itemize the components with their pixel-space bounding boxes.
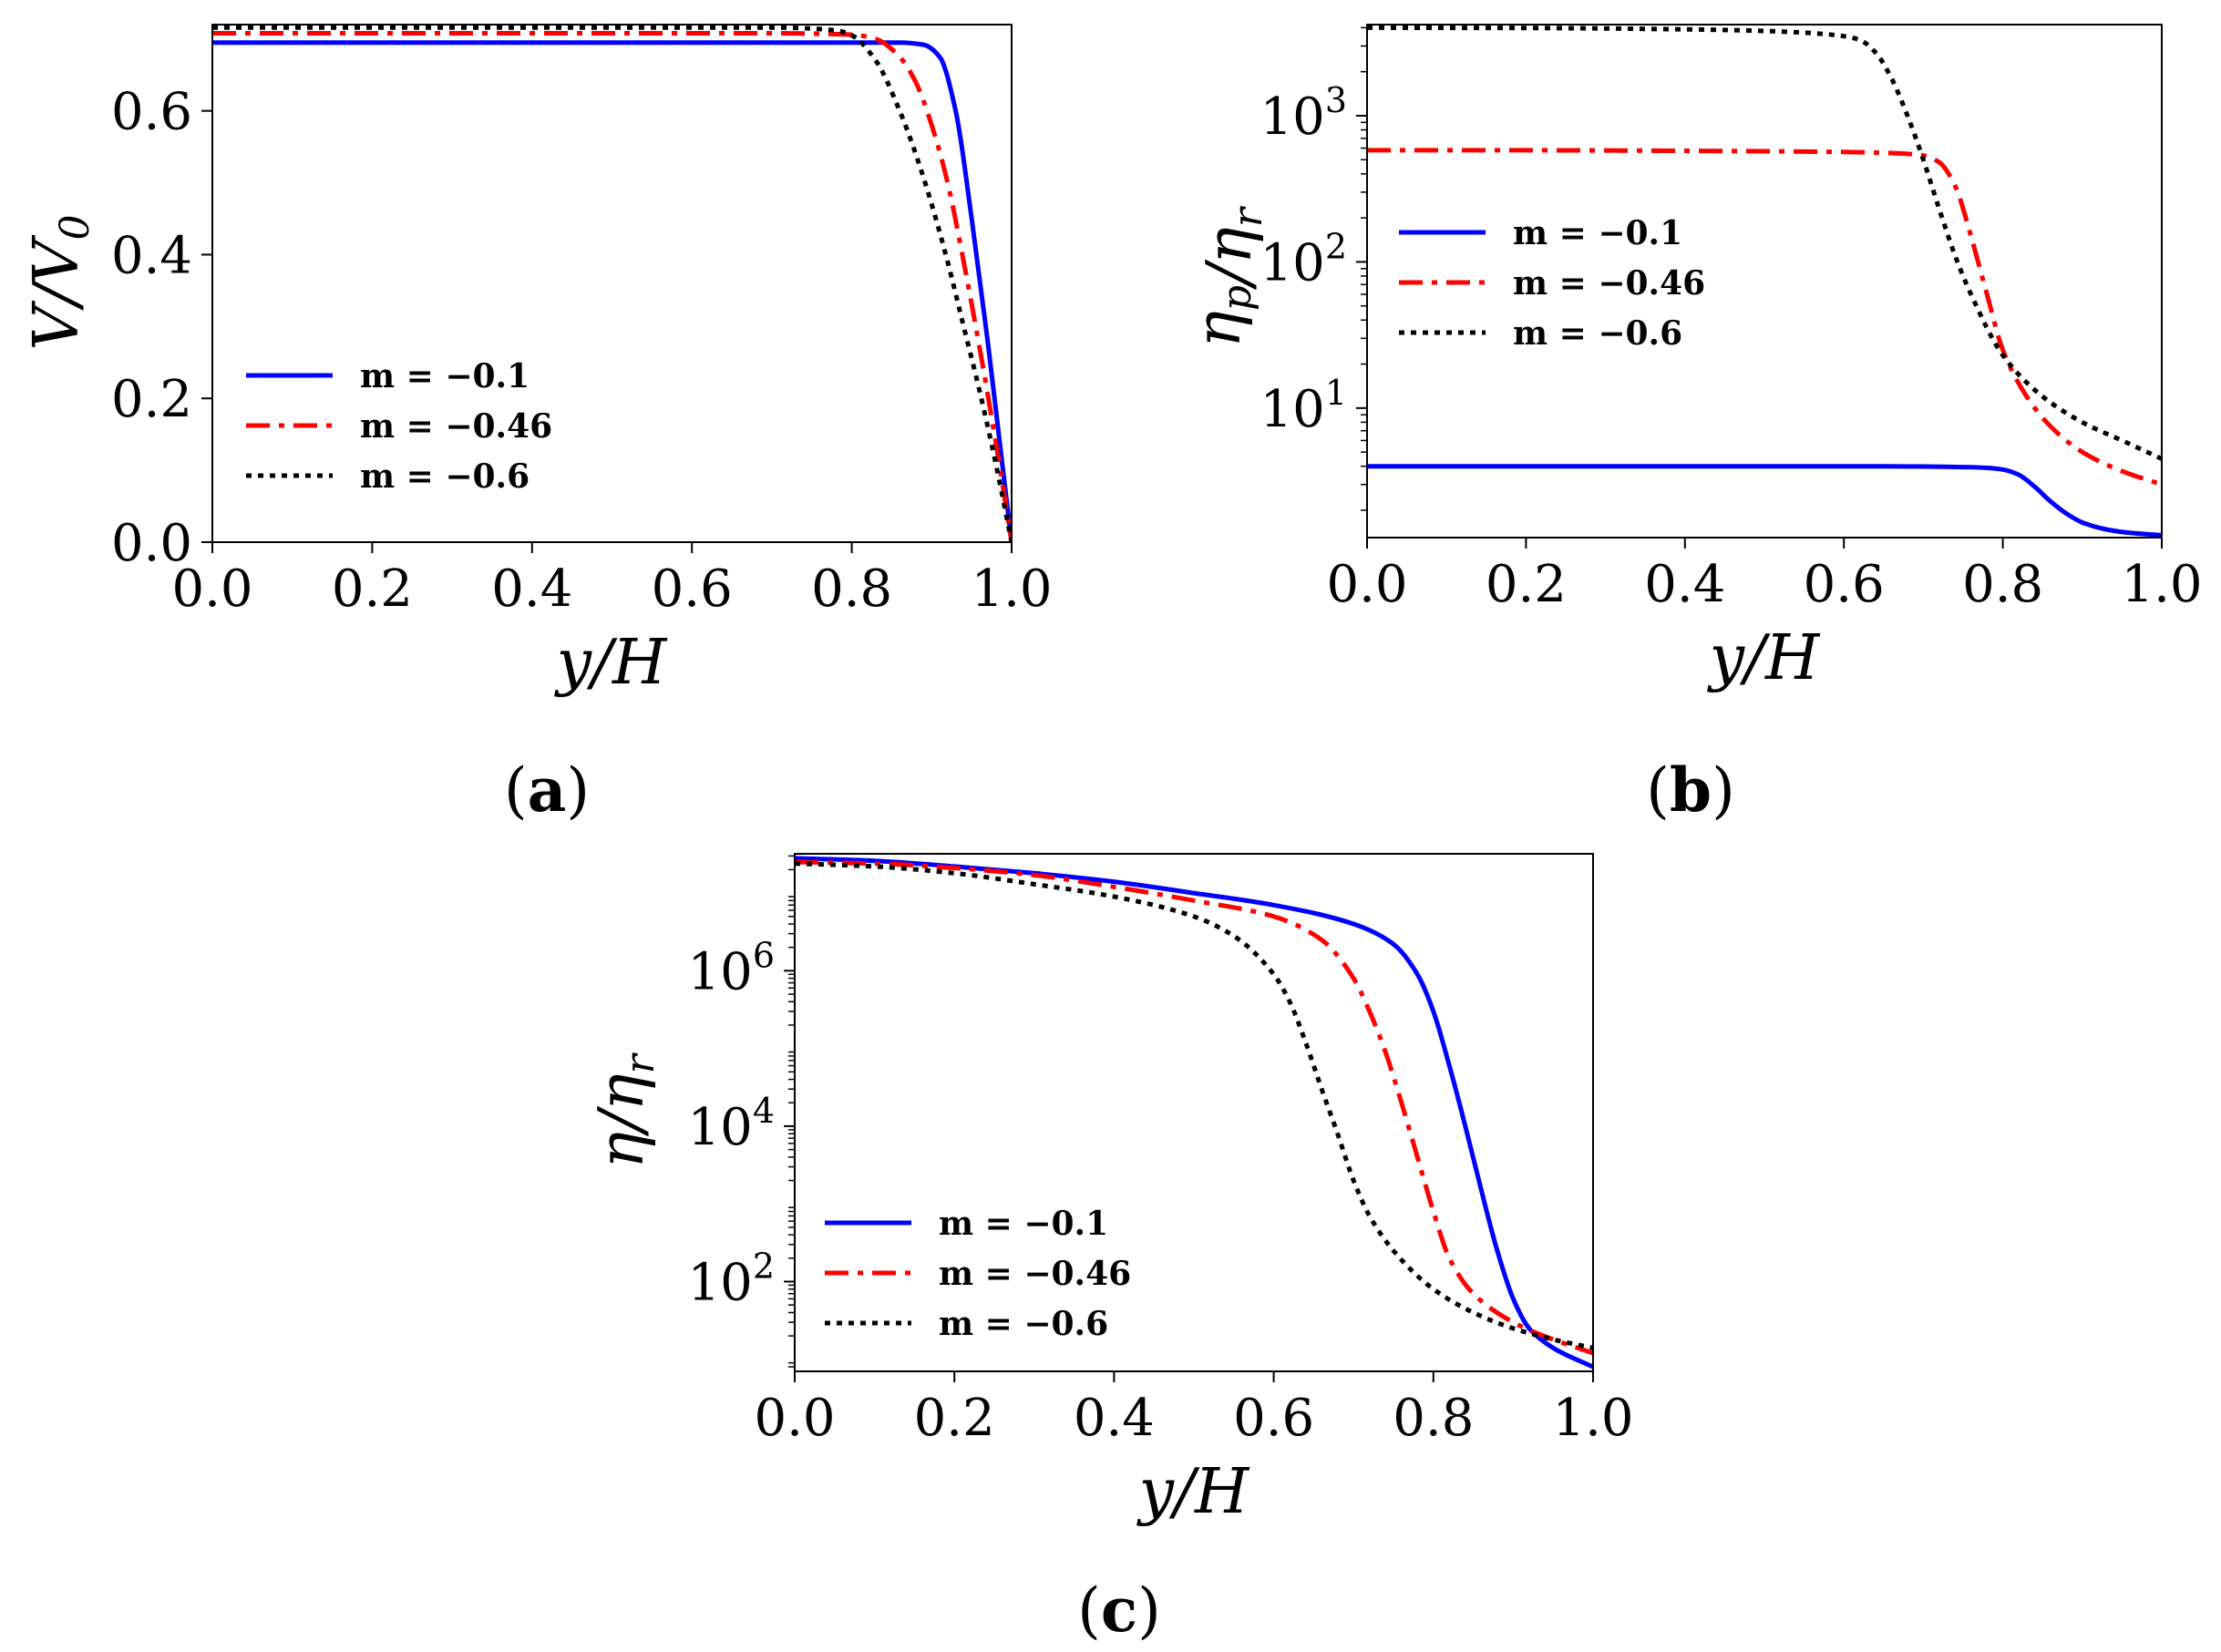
x-tick-label-b-4: 0.8 xyxy=(1962,555,2043,614)
series-line-c-1 xyxy=(795,859,1593,1356)
y-tick-label-b-2: 103 xyxy=(1260,80,1347,147)
y-tick-label-a-1: 0.2 xyxy=(111,370,192,429)
x-tick-label-b-5: 1.0 xyxy=(2121,555,2202,614)
x-tick-label-a-0: 0.0 xyxy=(171,559,252,619)
series-line-b-1 xyxy=(1367,148,2162,487)
y-tick-label-c-1: 104 xyxy=(688,1091,775,1157)
legend-label-c-1: m = −0.46 xyxy=(939,1255,1131,1293)
x-tick-label-a-2: 0.4 xyxy=(491,559,572,619)
chart-b: 0.0 0.2 0.4 0.6 0.8 1.0 101 102 103 ηp/ηr y/H m = −… xyxy=(1183,24,2203,826)
series-line-a-1 xyxy=(212,30,1012,542)
legend-label-a-1: m = −0.46 xyxy=(360,407,552,446)
x-tick-label-c-5: 1.0 xyxy=(1552,1389,1633,1448)
legend-label-b-1: m = −0.46 xyxy=(1513,264,1705,303)
chart-a: 0.0 0.2 0.4 0.6 0.8 1.0 0.0 0.2 0.4 0.6 V/V0 y/H m =… xyxy=(21,24,1053,826)
x-tick-label-c-4: 0.8 xyxy=(1393,1389,1474,1448)
x-tick-label-a-1: 0.2 xyxy=(332,559,413,619)
series-line-b-2 xyxy=(1367,25,2162,461)
x-tick-label-b-3: 0.6 xyxy=(1804,555,1885,614)
y-tick-label-c-2: 106 xyxy=(688,935,775,1001)
x-tick-label-c-0: 0.0 xyxy=(754,1389,835,1448)
y-tick-label-b-1: 102 xyxy=(1260,226,1347,292)
x-tick-label-b-0: 0.0 xyxy=(1326,555,1407,614)
y-tick-label-b-0: 101 xyxy=(1260,373,1347,439)
x-tick-label-b-2: 0.4 xyxy=(1644,555,1725,614)
panel-label-b: (b) xyxy=(1646,754,1735,826)
legend-label-b-0: m = −0.1 xyxy=(1513,214,1682,252)
series-line-a-2 xyxy=(212,25,1012,542)
legend-label-c-0: m = −0.1 xyxy=(939,1205,1108,1243)
y-tick-label-a-3: 0.6 xyxy=(111,83,192,142)
legend-c: m = −0.1 m = −0.46 m = −0.6 xyxy=(825,1205,1131,1343)
y-axis-label-c: η/ηr xyxy=(586,1052,663,1168)
legend-label-a-2: m = −0.6 xyxy=(360,457,530,496)
panel-label-c: (c) xyxy=(1077,1575,1161,1646)
series-line-c-2 xyxy=(795,861,1593,1350)
y-tick-label-c-0: 102 xyxy=(688,1247,775,1313)
series-line-a-0 xyxy=(212,40,1012,542)
legend-label-c-2: m = −0.6 xyxy=(939,1305,1108,1343)
x-axis-label-a: y/H xyxy=(554,627,668,699)
x-tick-label-c-3: 0.6 xyxy=(1233,1389,1314,1448)
x-tick-label-a-4: 0.8 xyxy=(811,559,892,619)
legend-label-b-2: m = −0.6 xyxy=(1513,314,1682,353)
x-tick-label-c-2: 0.4 xyxy=(1074,1389,1155,1448)
series-line-b-0 xyxy=(1367,464,2162,538)
x-tick-label-a-5: 1.0 xyxy=(971,559,1052,619)
legend-label-a-0: m = −0.1 xyxy=(360,357,530,395)
x-axis-label-b: y/H xyxy=(1707,622,1821,694)
x-tick-label-b-1: 0.2 xyxy=(1486,555,1567,614)
y-tick-label-a-0: 0.0 xyxy=(111,514,192,573)
plot-frame-a xyxy=(211,24,1013,543)
y-axis-label-b: ηp/ηr xyxy=(1183,205,1271,348)
chart-c: 0.0 0.2 0.4 0.6 0.8 1.0 102 104 106 η/ηr y/H m = −0… xyxy=(586,853,1634,1646)
legend-b: m = −0.1 m = −0.46 m = −0.6 xyxy=(1399,214,1705,353)
y-tick-label-a-2: 0.4 xyxy=(111,226,192,285)
y-axis-label-a: V/V0 xyxy=(21,214,98,350)
legend-a: m = −0.1 m = −0.46 m = −0.6 xyxy=(246,357,552,496)
panel-label-a: (a) xyxy=(504,754,590,826)
plot-frame-c xyxy=(794,853,1594,1372)
x-tick-label-a-3: 0.6 xyxy=(652,559,733,619)
x-axis-label-c: y/H xyxy=(1136,1456,1250,1528)
plot-frame-b xyxy=(1366,24,2163,539)
x-tick-label-c-1: 0.2 xyxy=(914,1389,995,1448)
